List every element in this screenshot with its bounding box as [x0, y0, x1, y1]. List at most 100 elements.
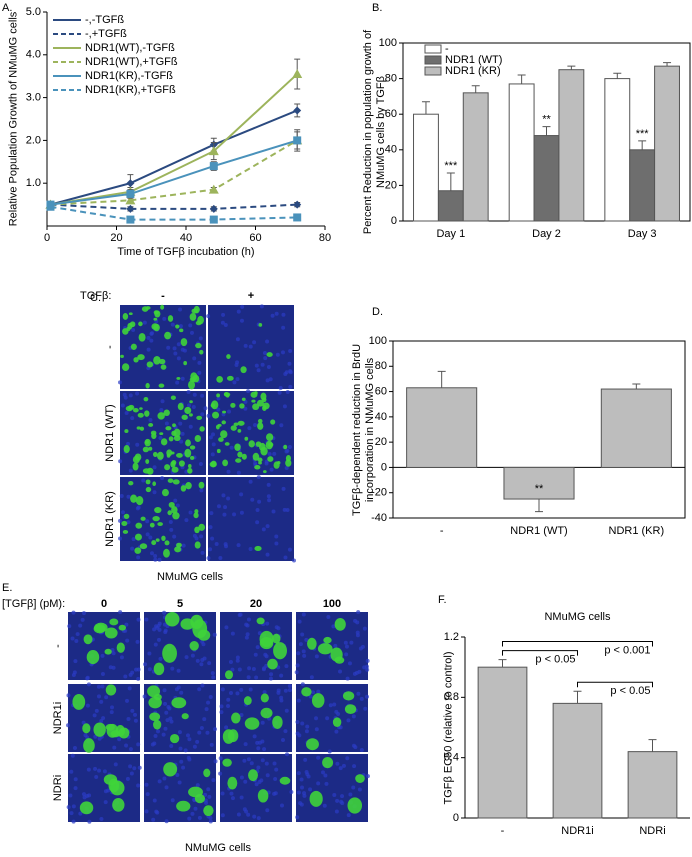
nucleus: [340, 794, 345, 799]
nucleus: [117, 737, 122, 742]
stained-cell: [216, 376, 224, 383]
nucleus: [207, 661, 212, 666]
y-tick-label: 0: [453, 812, 459, 824]
bar: [477, 666, 528, 819]
nucleus: [335, 798, 340, 803]
stained-cell: [189, 445, 196, 450]
y-tick-label: 5.0: [26, 6, 41, 18]
nucleus: [136, 742, 141, 747]
nucleus: [227, 409, 232, 414]
nucleus: [223, 505, 228, 510]
error-bar: [535, 499, 543, 513]
nucleus: [285, 448, 290, 453]
nucleus: [163, 726, 168, 731]
nucleus: [170, 666, 175, 671]
nucleus: [153, 554, 158, 559]
nucleus: [239, 713, 244, 718]
nucleus: [288, 384, 293, 389]
nucleus: [239, 318, 244, 323]
nucleus: [265, 339, 270, 344]
stained-cell: [188, 464, 192, 469]
stained-cell: [175, 324, 180, 329]
nucleus: [189, 330, 194, 335]
stained-cell: [237, 420, 245, 426]
stained-cell: [285, 454, 292, 462]
nucleus: [157, 557, 162, 562]
row-label: NDRi: [52, 775, 64, 801]
nucleus: [135, 442, 140, 447]
nucleus: [256, 765, 261, 770]
nucleus: [126, 494, 131, 499]
bar: [413, 113, 439, 222]
nucleus: [261, 527, 266, 532]
nucleus: [253, 422, 258, 427]
stained-cell: [263, 470, 267, 474]
stained-cell: [257, 418, 263, 424]
nucleus: [244, 635, 249, 640]
nucleus: [288, 349, 293, 354]
stained-cell: [268, 442, 274, 447]
nucleus: [288, 369, 293, 374]
error-bar: [437, 370, 446, 388]
stained-cell: [194, 435, 202, 442]
nucleus: [197, 687, 202, 692]
bar: [406, 387, 478, 468]
nucleus: [183, 748, 188, 753]
significance-label: **: [542, 114, 551, 126]
nucleus: [262, 747, 267, 752]
nucleus: [243, 399, 248, 404]
nucleus: [254, 363, 259, 368]
nucleus: [132, 766, 137, 771]
nucleus: [255, 645, 260, 650]
x-tick-label: 60: [249, 232, 261, 244]
nucleus: [141, 478, 146, 483]
nucleus: [252, 814, 257, 819]
bar: [437, 190, 464, 222]
nucleus: [221, 312, 226, 317]
stained-cell: [189, 455, 195, 460]
caption: NMuMG cells: [185, 842, 252, 854]
error-bar: [567, 65, 576, 70]
stained-cell: [256, 399, 264, 407]
nucleus: [119, 493, 124, 498]
nucleus: [85, 794, 90, 799]
nucleus: [248, 547, 253, 552]
nucleus: [283, 688, 288, 693]
nucleus: [133, 718, 138, 723]
nucleus: [229, 791, 234, 796]
nucleus: [87, 819, 92, 824]
nucleus: [158, 656, 163, 661]
panel-label: E.: [2, 582, 12, 594]
column-label: +: [248, 290, 254, 302]
stained-cell: [176, 376, 181, 380]
stained-cell: [211, 400, 219, 410]
nucleus: [145, 532, 150, 537]
stained-cell: [260, 446, 268, 456]
nucleus: [81, 720, 86, 725]
stained-cell: [231, 712, 241, 724]
nucleus: [243, 343, 248, 348]
nucleus: [169, 743, 174, 748]
nucleus: [187, 737, 192, 742]
stained-cell: [212, 411, 220, 419]
nucleus: [210, 671, 215, 676]
nucleus: [152, 465, 157, 470]
nucleus: [152, 490, 157, 495]
stained-cell: [355, 774, 365, 783]
stained-cell: [258, 322, 263, 327]
y-tick-label: 100: [369, 335, 387, 347]
nucleus: [256, 475, 261, 480]
stained-cell: [82, 723, 91, 734]
stained-cell: [216, 393, 221, 398]
nucleus: [73, 786, 78, 791]
stained-cell: [171, 430, 177, 437]
stained-cell: [195, 342, 202, 349]
nucleus: [304, 729, 309, 734]
series-line: [50, 203, 298, 210]
nucleus: [216, 396, 221, 401]
nucleus: [94, 708, 99, 713]
stained-cell: [146, 361, 154, 368]
comparison-bracket: [502, 641, 653, 647]
nucleus: [118, 380, 123, 385]
series-line: [50, 139, 298, 206]
